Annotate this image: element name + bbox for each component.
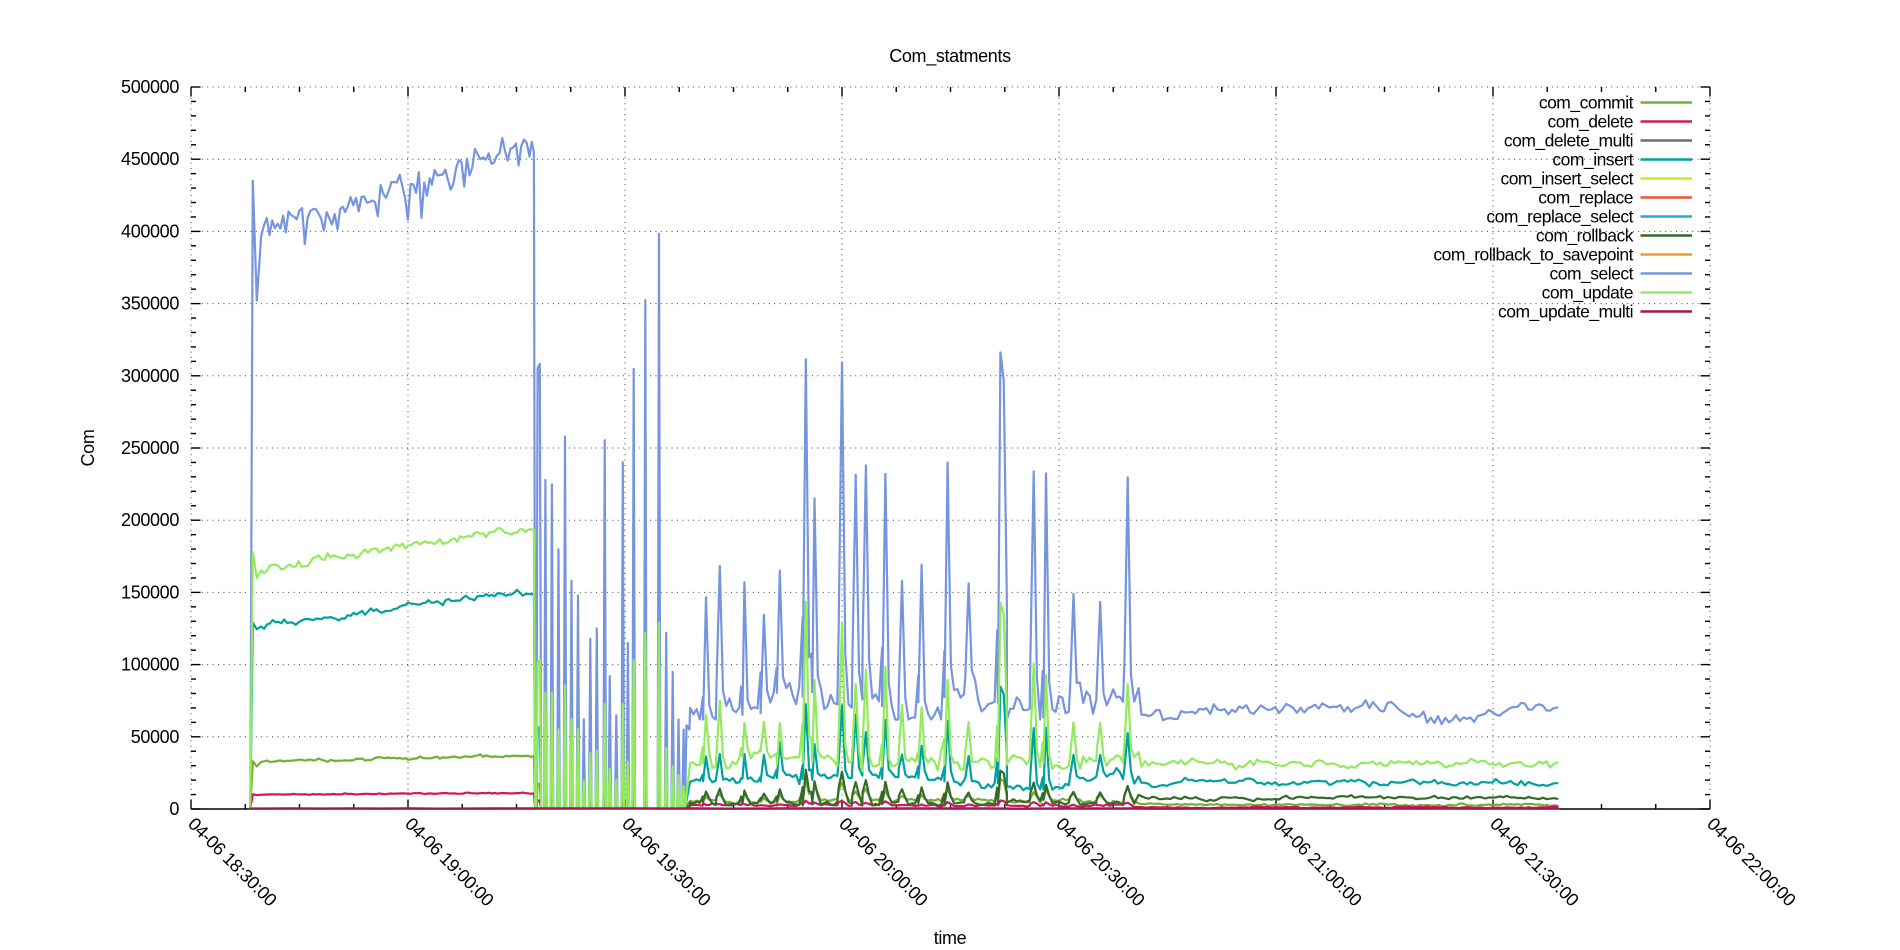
svg-text:com_commit: com_commit: [1539, 93, 1634, 114]
svg-text:time: time: [934, 928, 967, 948]
svg-text:Com: Com: [78, 430, 98, 467]
svg-text:com_replace: com_replace: [1538, 188, 1633, 209]
svg-text:com_delete_multi: com_delete_multi: [1504, 131, 1633, 152]
svg-text:com_replace_select: com_replace_select: [1486, 207, 1633, 228]
svg-text:com_rollback: com_rollback: [1536, 226, 1634, 247]
svg-text:350000: 350000: [121, 294, 179, 314]
svg-text:400000: 400000: [121, 221, 179, 241]
svg-text:com_rollback_to_savepoint: com_rollback_to_savepoint: [1433, 245, 1633, 266]
svg-text:com_insert: com_insert: [1552, 150, 1633, 171]
svg-text:Com_statments: Com_statments: [889, 46, 1011, 67]
svg-text:450000: 450000: [121, 149, 179, 169]
svg-text:100000: 100000: [121, 655, 179, 675]
svg-text:com_select: com_select: [1549, 264, 1633, 285]
svg-text:250000: 250000: [121, 438, 179, 458]
svg-text:300000: 300000: [121, 366, 179, 386]
svg-text:com_update_multi: com_update_multi: [1498, 302, 1633, 323]
svg-text:com_insert_select: com_insert_select: [1500, 169, 1633, 190]
svg-text:50000: 50000: [131, 727, 180, 747]
svg-text:0: 0: [169, 799, 179, 819]
svg-text:com_update: com_update: [1542, 283, 1633, 304]
svg-text:200000: 200000: [121, 510, 179, 530]
svg-text:com_delete: com_delete: [1548, 112, 1633, 133]
svg-text:150000: 150000: [121, 582, 179, 602]
svg-text:500000: 500000: [121, 77, 179, 97]
